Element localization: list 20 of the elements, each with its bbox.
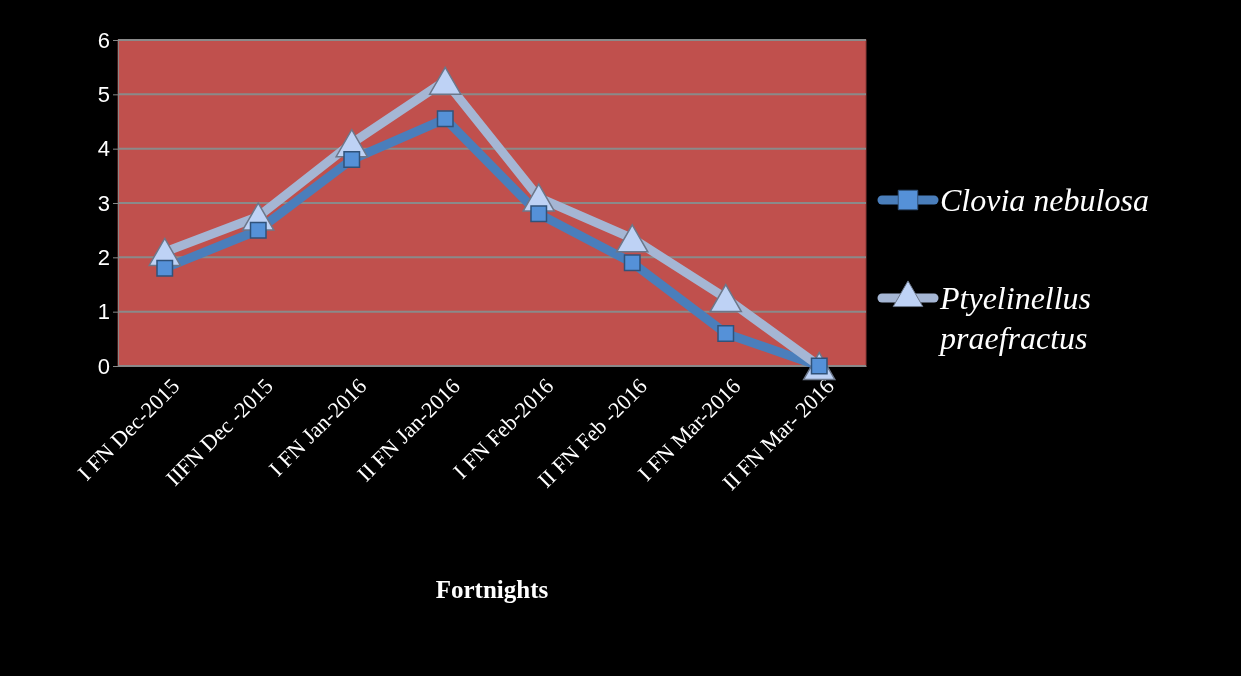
point	[709, 283, 743, 313]
point	[249, 221, 267, 239]
point	[156, 259, 174, 277]
y-tick-label: 5	[97, 81, 110, 107]
x-axis-title: Fortnights	[435, 576, 549, 603]
y-tick-label: 0	[97, 353, 110, 379]
point	[623, 254, 641, 272]
y-tick-label: 1	[97, 299, 110, 325]
legend-label: Ptyelinellus praefractus	[938, 280, 1092, 356]
y-tick-label: 6	[97, 27, 110, 53]
point	[615, 224, 649, 253]
point	[428, 66, 462, 95]
y-tick-label: 4	[97, 136, 110, 162]
point	[717, 324, 735, 342]
point	[343, 151, 361, 169]
legend-label: Clovia nebulosa	[940, 182, 1149, 218]
y-tick-label: 3	[97, 190, 110, 216]
y-tick-label: 2	[97, 244, 110, 270]
point	[436, 110, 454, 128]
point	[530, 205, 548, 223]
